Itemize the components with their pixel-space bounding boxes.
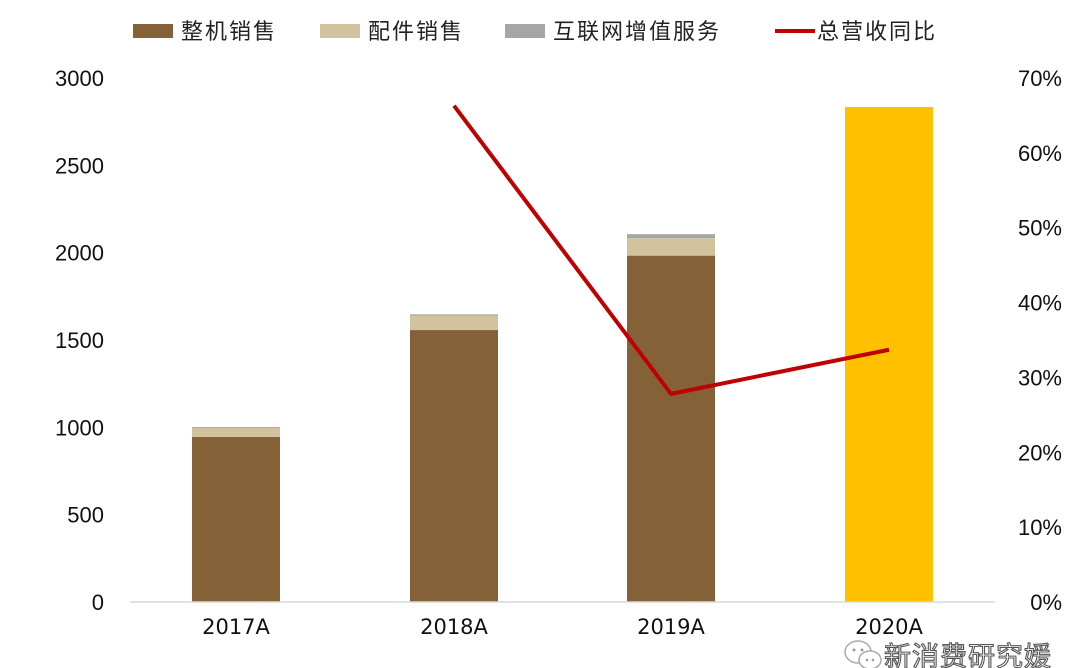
left-axis: 0 500 1000 1500 2000 2500 3000 bbox=[55, 66, 104, 615]
left-tick-label: 2000 bbox=[55, 241, 104, 266]
bar-2017A-series-1 bbox=[192, 427, 280, 437]
right-tick-label: 60% bbox=[1018, 141, 1062, 166]
legend: 整机销售 配件销售 互联网增值服务 总营收同比 bbox=[133, 20, 937, 45]
bar-2018A-series-0 bbox=[410, 330, 498, 602]
x-tick-label: 2018A bbox=[420, 615, 488, 639]
x-axis: 2017A 2018A 2019A 2020A bbox=[202, 615, 923, 639]
left-tick-label: 500 bbox=[67, 503, 104, 528]
left-tick-label: 2500 bbox=[55, 153, 104, 178]
line-yoy bbox=[452, 104, 890, 397]
x-tick-label: 2017A bbox=[202, 615, 270, 639]
right-tick-label: 20% bbox=[1018, 440, 1062, 465]
legend-swatch bbox=[505, 24, 545, 38]
right-tick-label: 10% bbox=[1018, 515, 1062, 540]
left-tick-label: 1000 bbox=[55, 415, 104, 440]
right-tick-label: 70% bbox=[1018, 66, 1062, 91]
bar-2019A-series-2 bbox=[627, 234, 715, 239]
watermark-text: 新消费研究媛 bbox=[884, 642, 1052, 668]
bar-2019A-series-1 bbox=[627, 238, 715, 256]
left-tick-label: 0 bbox=[92, 590, 104, 615]
bars bbox=[192, 106, 933, 603]
right-axis: 0% 10% 20% 30% 40% 50% 60% 70% bbox=[1018, 66, 1062, 615]
right-tick-label: 0% bbox=[1030, 590, 1062, 615]
legend-label: 总营收同比 bbox=[817, 20, 937, 45]
bar-2018A-series-1 bbox=[410, 315, 498, 331]
yoy-line bbox=[452, 104, 890, 397]
left-tick-label: 3000 bbox=[55, 66, 104, 91]
right-tick-label: 30% bbox=[1018, 365, 1062, 390]
bar-2019A-series-0 bbox=[627, 255, 715, 603]
watermark: 新消费研究媛 bbox=[844, 640, 1052, 668]
right-tick-label: 40% bbox=[1018, 291, 1062, 316]
legend-label: 互联网增值服务 bbox=[553, 20, 721, 45]
left-tick-label: 1500 bbox=[55, 328, 104, 353]
legend-label: 整机销售 bbox=[181, 20, 277, 45]
right-tick-label: 50% bbox=[1018, 216, 1062, 241]
x-tick-label: 2020A bbox=[855, 615, 923, 639]
legend-swatch bbox=[133, 24, 173, 38]
legend-label: 配件销售 bbox=[368, 20, 464, 45]
wechat-icon bbox=[844, 640, 882, 668]
bar-2017A-series-2 bbox=[192, 426, 280, 428]
x-tick-label: 2019A bbox=[637, 615, 705, 639]
bar-2018A-series-2 bbox=[410, 314, 498, 316]
bar-2017A-series-0 bbox=[192, 436, 280, 602]
legend-swatch bbox=[320, 24, 360, 38]
